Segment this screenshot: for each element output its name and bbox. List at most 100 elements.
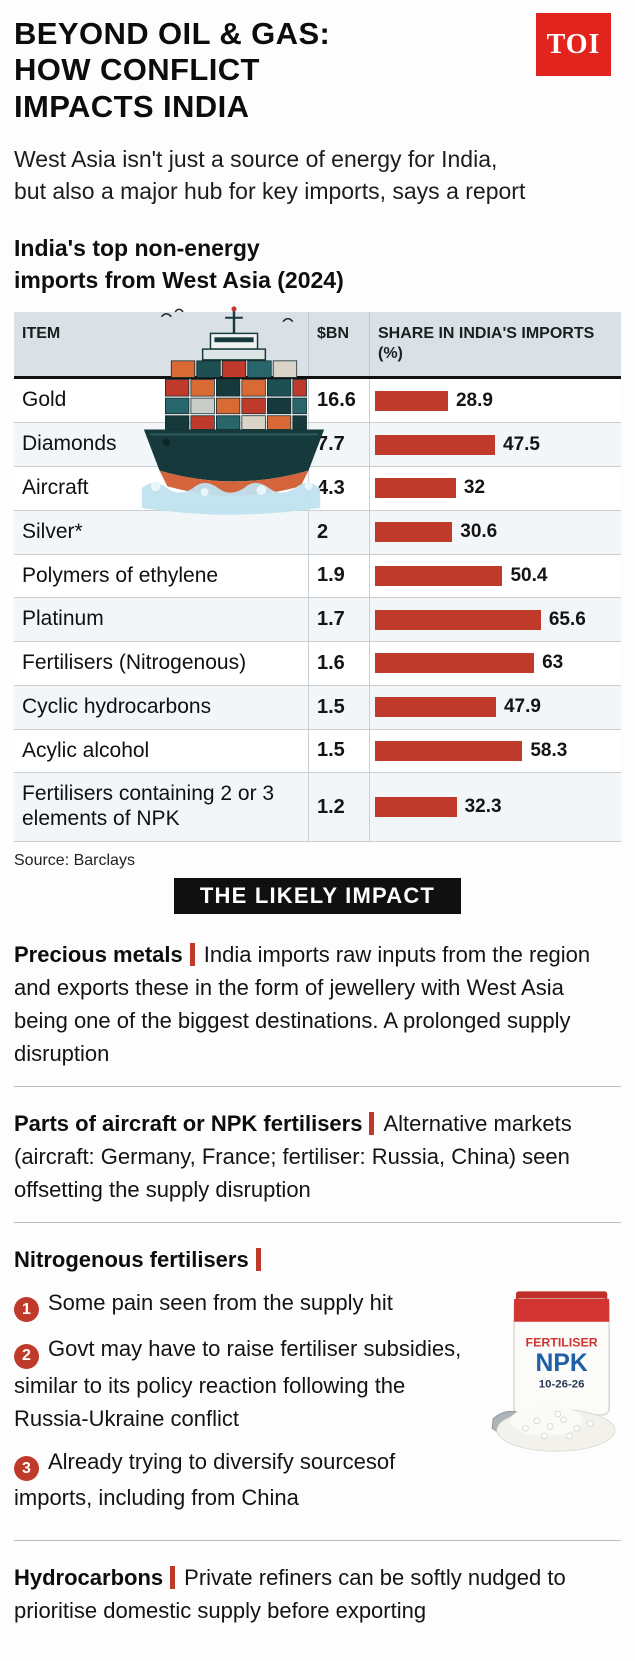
item-cell: Acylic alcohol (22, 738, 150, 762)
table-row: Diamonds 7.7 47.5 (14, 423, 621, 468)
share-value: 32.3 (464, 796, 502, 818)
share-value: 30.6 (460, 521, 498, 543)
bag-text-npk: NPK (536, 1350, 588, 1377)
share-cell: 58.3 (370, 730, 621, 773)
subtitle-line: but also a major hub for key imports, sa… (14, 178, 526, 205)
share-cell: 47.9 (370, 686, 621, 729)
share-bar (375, 653, 535, 674)
page-title: BEYOND OIL & GAS: HOW CONFLICT IMPACTS I… (14, 16, 621, 125)
share-bar (375, 697, 496, 718)
section-text: Alternative markets (aircraft: Germany, … (14, 1110, 572, 1202)
item-cell: Cyclic hydrocarbons (22, 694, 212, 718)
table-row: Acylic alcohol 1.5 58.3 (14, 729, 621, 774)
table-row: Platinum 1.7 65.6 (14, 598, 621, 643)
likely-impact-badge: THE LIKELY IMPACT (173, 877, 462, 914)
share-value: 32 (463, 477, 486, 499)
table-row: Gold 16.6 28.9 (14, 379, 621, 424)
share-cell: 50.4 (370, 555, 621, 598)
share-cell: 32 (370, 467, 621, 510)
bn-cell: 1.2 (308, 773, 370, 841)
point-text: Some pain seen from the supply hit (48, 1289, 393, 1315)
point-text: Already trying to diversify sourcesof im… (14, 1448, 396, 1511)
header: BEYOND OIL & GAS: HOW CONFLICT IMPACTS I… (0, 0, 635, 296)
section-divider (14, 1540, 621, 1542)
subtitle-line: West Asia isn't just a source of energy … (14, 145, 498, 172)
table-header-row: ITEM $BN SHARE IN INDIA'S IMPORTS (%) (14, 312, 621, 380)
item-cell: Platinum (22, 607, 104, 631)
bag-text-fertiliser: FERTILISER (526, 1335, 598, 1349)
bag-text-grade: 10-26-26 (539, 1378, 585, 1390)
item-cell: Fertilisers containing 2 or 3 elements o… (22, 782, 275, 831)
share-value: 47.5 (503, 433, 540, 455)
bn-cell: 1.7 (308, 598, 370, 642)
table-row: Aircraft 4.3 32 (14, 467, 621, 511)
share-bar (375, 434, 495, 455)
table-row: Polymers of ethylene 1.9 50.4 (14, 554, 621, 599)
column-header-share: SHARE IN INDIA'S IMPORTS (%) (378, 325, 595, 363)
bn-cell: 1.9 (308, 554, 370, 598)
source-note: Source: Barclays (14, 851, 135, 869)
section-lead: Nitrogenous fertilisers (14, 1246, 249, 1272)
chart-title-line: imports from West Asia (2024) (14, 267, 344, 294)
share-bar (375, 522, 453, 543)
table-row: Fertilisers (Nitrogenous) 1.6 63 (14, 642, 621, 686)
bn-cell: 16.6 (308, 379, 370, 423)
table-row: Cyclic hydrocarbons 1.5 47.9 (14, 685, 621, 730)
impact-section-nitrogenous-fertilisers: Nitrogenous fertilisers FERTILISER NPK 1… (14, 1243, 621, 1525)
share-cell: 30.6 (370, 511, 621, 554)
section-lead: Hydrocarbons (14, 1565, 164, 1591)
column-header-bn: $BN (308, 312, 370, 377)
item-cell: Gold (22, 388, 67, 412)
number-badge-icon: 3 (14, 1456, 39, 1482)
section-divider (14, 1085, 621, 1087)
page-title-line: HOW CONFLICT (14, 52, 260, 88)
number-badge-icon: 2 (14, 1343, 39, 1369)
fertiliser-point: 2 Govt may have to raise fertiliser subsi… (14, 1332, 621, 1435)
toi-logo: TOI (536, 13, 611, 76)
imports-table-body: Gold 16.6 28.9 Diamonds 7.7 47.5 Aircraft 4.3 32… (14, 379, 621, 842)
table-row: Silver* 2 30.6 (14, 510, 621, 555)
impact-sections: Precious metals India imports raw inputs … (0, 914, 635, 1628)
impact-section-hydrocarbons: Hydrocarbons Private refiners can be soft… (14, 1561, 621, 1627)
share-bar (375, 478, 456, 499)
red-divider-bar (255, 1247, 261, 1271)
point-text: Govt may have to raise fertiliser subsid… (14, 1336, 462, 1431)
item-cell: Fertilisers (Nitrogenous) (22, 651, 247, 675)
item-cell: Silver* (22, 519, 83, 543)
share-value: 47.9 (503, 696, 541, 718)
fertiliser-points: FERTILISER NPK 10-26-26 1 Some pain seen … (14, 1276, 621, 1525)
share-bar (375, 797, 457, 818)
fertiliser-point: 1 Some pain seen from the supply hit (14, 1286, 621, 1323)
share-value: 63 (542, 652, 564, 674)
bn-cell: 2 (308, 510, 370, 554)
table-row: Fertilisers containing 2 or 3 elements o… (14, 773, 621, 842)
section-lead: Parts of aircraft or NPK fertilisers (14, 1110, 363, 1136)
share-value: 50.4 (510, 564, 548, 586)
chart-title: India's top non-energy imports from West… (14, 232, 621, 296)
share-bar (375, 609, 541, 630)
number-badge-icon: 1 (14, 1297, 39, 1323)
share-value: 65.6 (548, 608, 586, 630)
share-cell: 65.6 (370, 598, 621, 641)
share-cell: 63 (370, 642, 621, 685)
share-bar (375, 390, 448, 411)
impact-section-precious-metals: Precious metals India imports raw inputs … (14, 938, 621, 1070)
bn-cell: 7.7 (308, 423, 370, 467)
page-title-line: BEYOND OIL & GAS: (14, 16, 331, 51)
bn-cell: 1.6 (308, 642, 370, 685)
share-cell: 47.5 (370, 423, 621, 466)
impact-section-aircraft-npk: Parts of aircraft or NPK fertilisers Alte… (14, 1107, 621, 1206)
item-cell: Diamonds (22, 432, 117, 456)
subtitle: West Asia isn't just a source of energy … (14, 143, 621, 208)
section-lead: Precious metals (14, 941, 183, 967)
badge-row: THE LIKELY IMPACT (0, 877, 635, 914)
red-divider-bar (170, 1566, 176, 1590)
page-title-line: IMPACTS INDIA (14, 88, 250, 124)
column-header-item: ITEM (22, 325, 61, 343)
fertiliser-bag-illustration: FERTILISER NPK 10-26-26 (491, 1291, 616, 1452)
share-cell: 32.3 (370, 773, 621, 841)
chart-title-line: India's top non-energy (14, 235, 260, 262)
share-bar (375, 565, 503, 586)
bn-cell: 1.5 (308, 729, 370, 773)
